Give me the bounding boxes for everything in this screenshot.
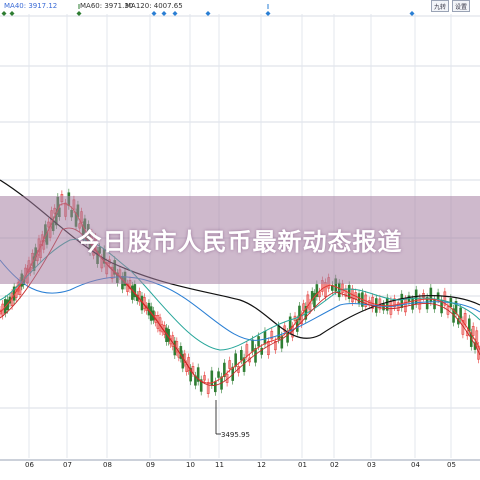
low-price-label: 3495.95 (221, 431, 250, 439)
x-tick-label: 06 (25, 461, 34, 469)
signal-markers (1, 4, 415, 435)
candle-body (217, 371, 220, 378)
candle-body (298, 305, 301, 321)
candle-body (429, 287, 433, 303)
candle-body (306, 294, 310, 309)
signal-diamond (76, 11, 82, 16)
candle-body (443, 291, 447, 306)
candle-body (283, 325, 287, 332)
x-tick-label: 03 (367, 461, 376, 469)
legend-ma120: MA120: 4007.65 (125, 2, 183, 10)
candle-body (199, 379, 203, 392)
candle-body (131, 285, 134, 300)
signal-diamond (161, 11, 167, 16)
x-axis: 06 07 08 09 10 11 12 01 02 03 04 05 (0, 459, 480, 469)
nine-turn-button[interactable]: 九转 (431, 0, 449, 12)
candle-body (280, 335, 284, 349)
candle-body (240, 349, 243, 361)
candle-body (471, 326, 475, 336)
candle-body (274, 341, 277, 351)
candle-body (315, 284, 319, 297)
candle-body (206, 382, 210, 394)
candle-body (0, 309, 2, 315)
candle-body (189, 367, 192, 382)
candle-body (382, 303, 385, 311)
signal-diamond (265, 11, 271, 16)
candle-body (286, 331, 289, 343)
x-tick-label: 11 (215, 461, 224, 469)
candle-body (228, 360, 232, 369)
candle-body (203, 375, 206, 381)
signal-diamond (1, 11, 7, 16)
signal-diamond (409, 11, 415, 16)
settings-button[interactable]: 设置 (452, 0, 470, 12)
candle-body (257, 336, 260, 347)
candle-body (263, 331, 267, 345)
legend-ma60: MA60: 3971.30 (80, 2, 134, 10)
candle-body (196, 367, 200, 382)
signal-diamond (151, 11, 157, 16)
candle-body (313, 292, 316, 308)
candle-body (267, 341, 270, 356)
candle-body (214, 381, 217, 393)
ma60-line (0, 259, 480, 341)
candle-body (187, 357, 190, 372)
candle-body (173, 340, 177, 356)
x-tick-label: 05 (447, 461, 456, 469)
x-tick-label: 08 (103, 461, 112, 469)
candle-body (210, 370, 214, 386)
x-tick-label: 09 (146, 461, 155, 469)
x-tick-label: 07 (63, 461, 72, 469)
candle-body (251, 339, 254, 352)
candle-body (260, 347, 263, 355)
candle-body (396, 302, 400, 312)
candle-body (223, 362, 226, 377)
headline-banner (0, 196, 480, 284)
candle-body (270, 330, 274, 340)
signal-diamond (172, 11, 178, 16)
x-tick-label: 12 (257, 461, 266, 469)
legend-ma40: MA40: 3917.12 (4, 2, 58, 10)
candle-body (183, 353, 187, 363)
candle-body (400, 293, 404, 308)
candle-body (459, 307, 462, 319)
signal-diamond (205, 11, 211, 16)
candle-body (133, 284, 137, 298)
candle-body (234, 353, 237, 367)
x-tick-label: 04 (411, 461, 420, 469)
signal-diamond (9, 11, 15, 16)
candle-body (179, 346, 183, 359)
x-tick-label: 10 (186, 461, 195, 469)
x-tick-label: 01 (298, 461, 307, 469)
candle-body (393, 298, 396, 308)
x-tick-label: 02 (330, 461, 339, 469)
headline-title: 今日股市人民币最新动态报道 (77, 228, 403, 256)
